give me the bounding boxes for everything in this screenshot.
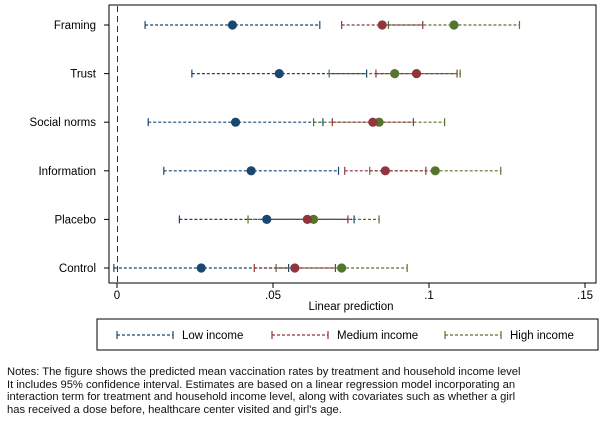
y-tick-label: Social norms [30,117,97,129]
low-income-point [196,263,206,273]
notes-line: has received a dose before, healthcare c… [7,403,342,416]
y-tick-label: Framing [54,20,96,32]
legend-box [96,318,599,351]
x-tick-label: .1 [424,290,434,302]
high-income-point [390,69,400,79]
y-tick-label: Placebo [54,214,96,226]
legend-label: High income [510,330,574,342]
low-income-point [246,166,256,176]
medium-income-point [411,69,422,79]
notes-line: interaction term for treatment and house… [7,391,516,404]
y-tick-label: Information [38,166,96,178]
low-income-point [230,117,241,127]
medium-income-point [290,263,300,273]
y-tick-label: Trust [70,69,97,81]
high-income-point [430,166,440,176]
x-tick-label: .05 [265,290,281,302]
figure-notes: Notes: The figure shows the predicted me… [7,366,607,416]
y-axis-labels: Framing Trust Social norms Information Place… [30,20,109,275]
medium-income-point [368,117,378,127]
high-income-point [449,20,459,30]
x-tick-label: .15 [577,290,593,302]
y-tick-label: Control [59,263,96,275]
medium-income-point [377,20,387,30]
x-axis: 0 .05 .1 .15 [114,283,593,302]
x-tick-label: 0 [114,290,120,302]
medium-income-point [380,166,390,176]
low-income-point [227,20,238,30]
legend-label: Low income [182,330,243,342]
plot-area [108,4,597,284]
low-income-point [274,69,284,79]
high-income-point [337,263,347,273]
x-axis-title: Linear prediction [308,301,393,313]
legend: Low income Medium income High income [116,330,574,342]
notes-line: Notes: The figure shows the predicted me… [7,366,521,378]
chart-marks [113,20,521,273]
coefficient-plot: Framing Trust Social norms Information Place… [30,4,599,351]
notes-line: It includes 95% confidence interval. Est… [7,378,516,391]
low-income-point [262,214,272,224]
medium-income-point [302,214,312,224]
legend-label: Medium income [337,330,418,342]
